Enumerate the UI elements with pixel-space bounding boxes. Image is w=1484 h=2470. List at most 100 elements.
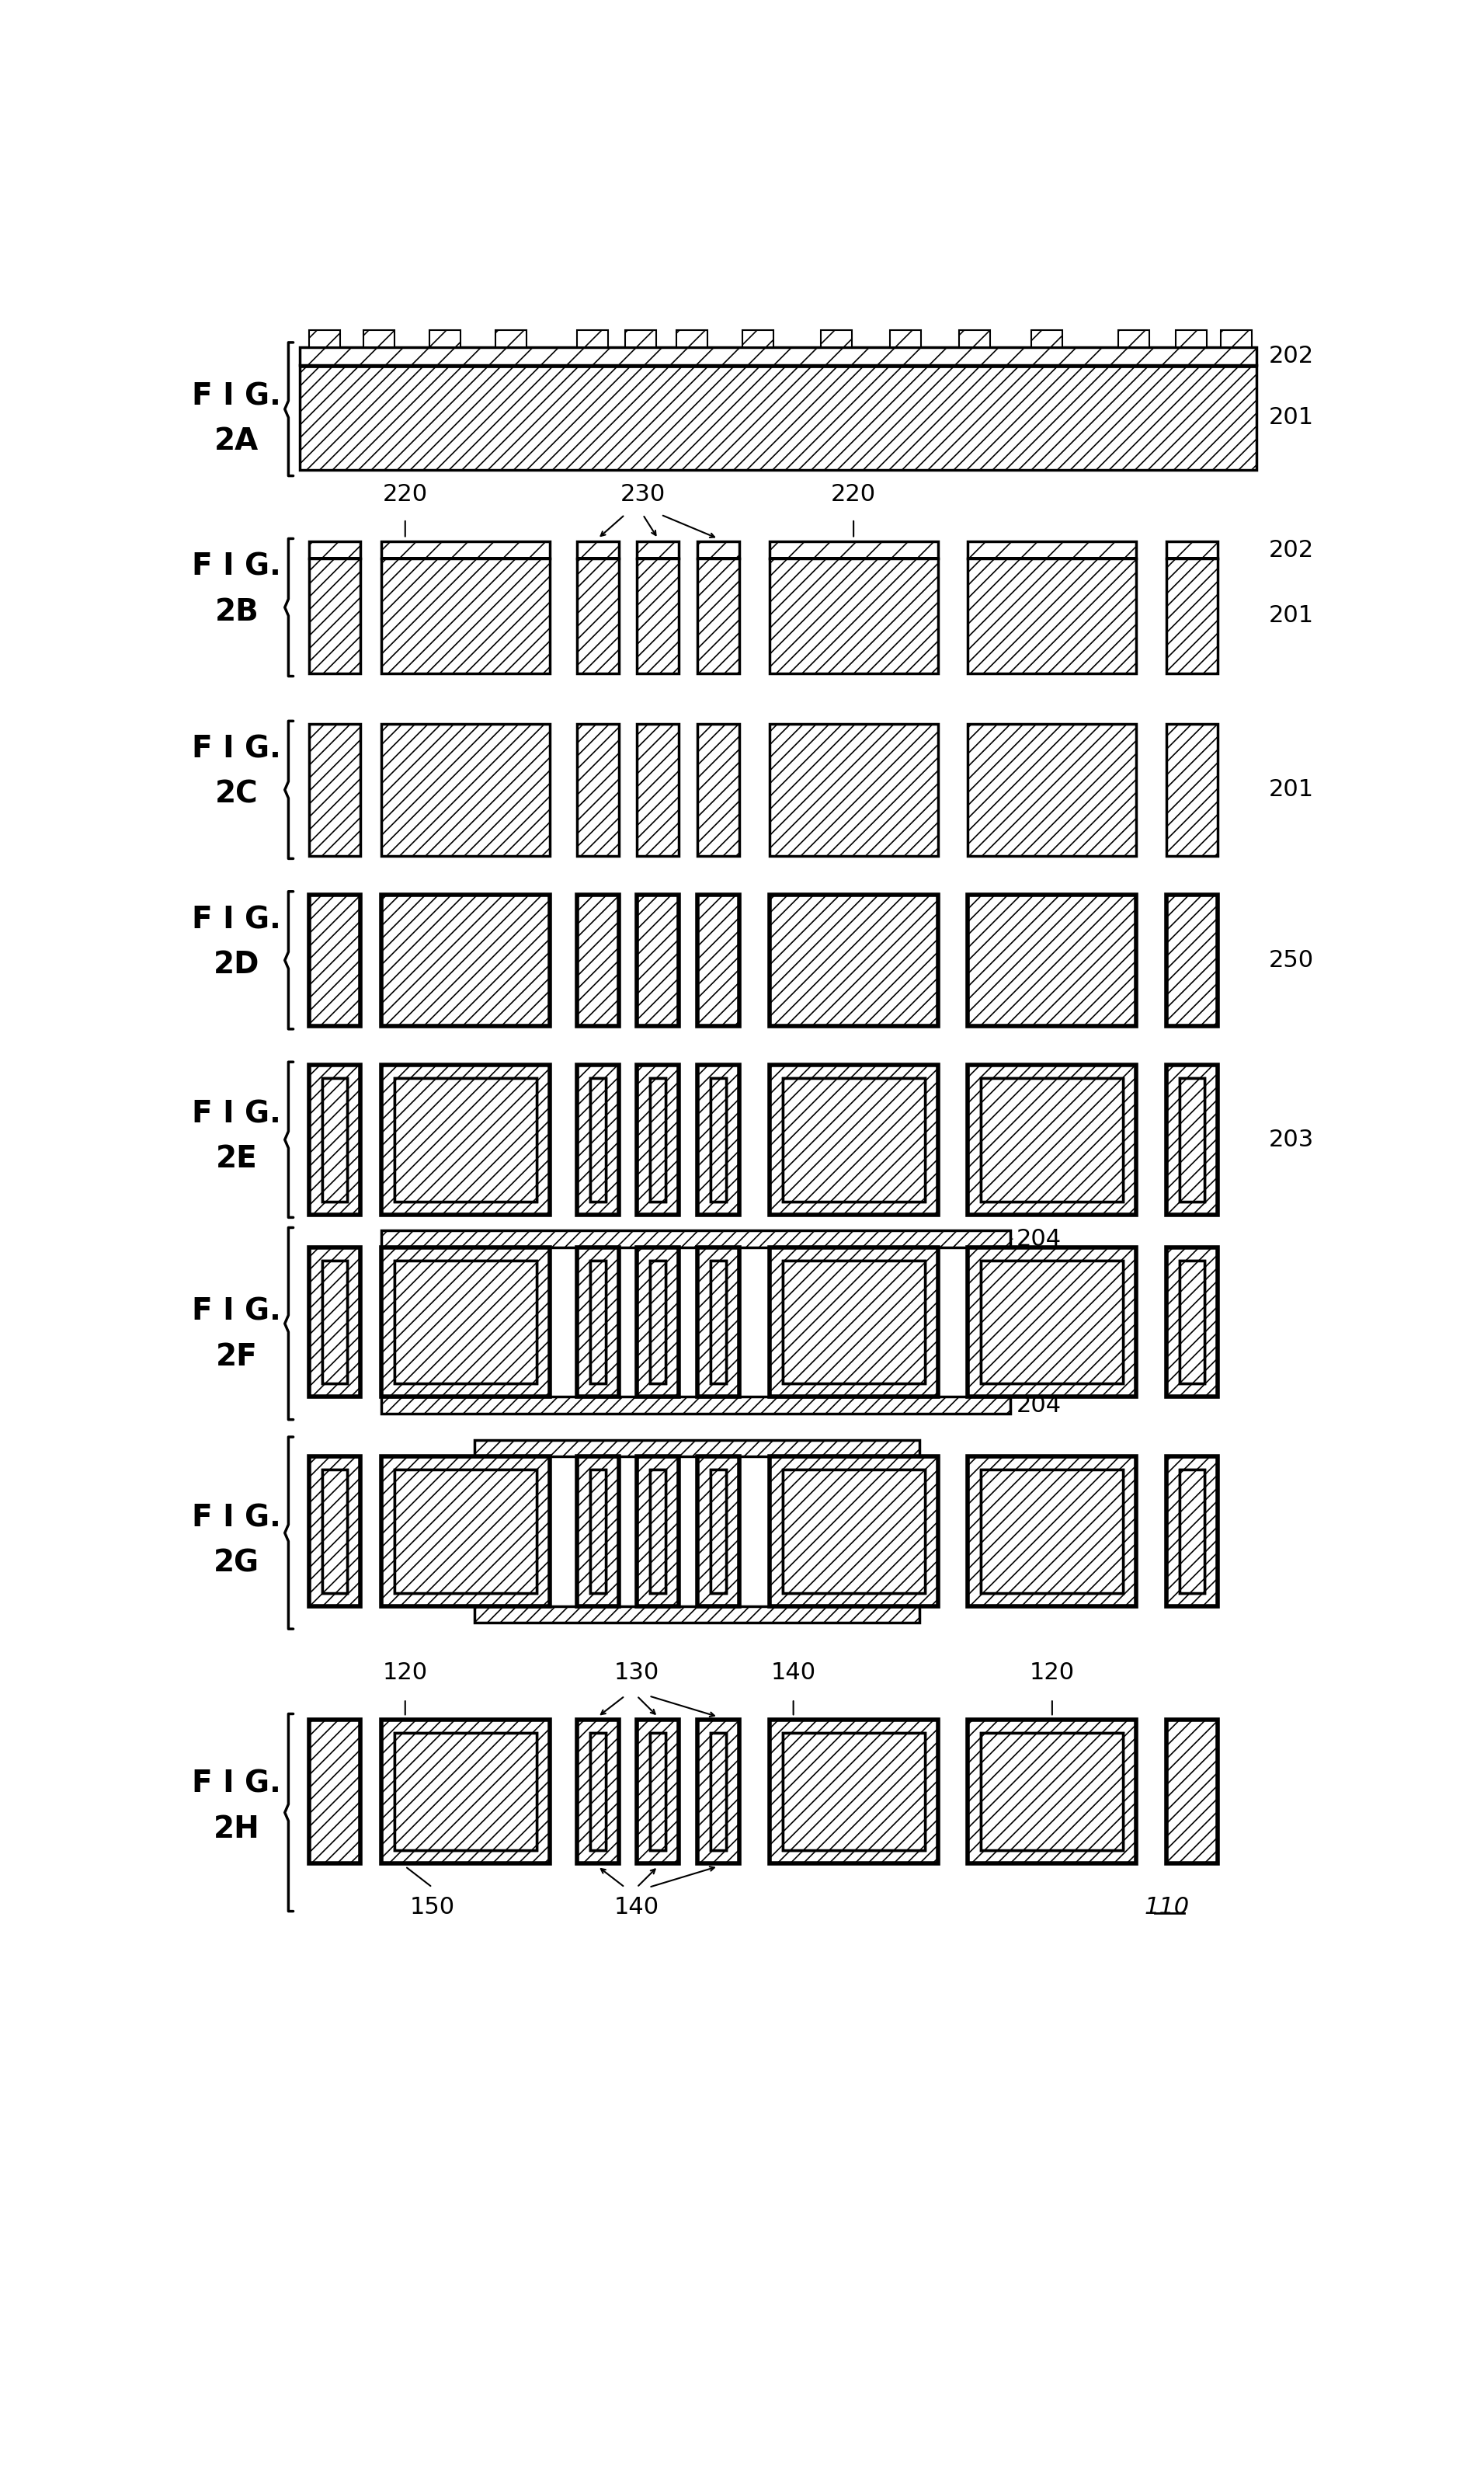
Text: F I G.: F I G. bbox=[191, 553, 282, 580]
Bar bbox=[782, 1734, 925, 1850]
Bar bbox=[782, 1260, 925, 1383]
Bar bbox=[1180, 1470, 1205, 1593]
Text: 2H: 2H bbox=[214, 1815, 260, 1843]
Bar bbox=[381, 541, 549, 558]
Bar bbox=[981, 1734, 1123, 1850]
Bar bbox=[1180, 1077, 1205, 1200]
Text: 250: 250 bbox=[1269, 948, 1313, 971]
Bar bbox=[981, 1470, 1123, 1593]
Text: 204: 204 bbox=[1017, 1393, 1061, 1415]
Bar bbox=[782, 1470, 925, 1593]
Text: F I G.: F I G. bbox=[191, 383, 282, 410]
Text: 2D: 2D bbox=[214, 951, 260, 981]
Bar bbox=[577, 1065, 619, 1215]
Bar bbox=[591, 1470, 605, 1593]
Bar bbox=[381, 724, 549, 855]
Bar bbox=[381, 1398, 1011, 1413]
Bar bbox=[381, 556, 549, 561]
Bar bbox=[968, 558, 1137, 674]
Bar bbox=[782, 1260, 925, 1383]
Bar bbox=[309, 1719, 361, 1862]
Bar bbox=[697, 1719, 739, 1862]
Bar bbox=[782, 1077, 925, 1200]
Bar bbox=[1180, 1260, 1205, 1383]
Bar bbox=[711, 1470, 726, 1593]
Bar bbox=[300, 366, 1257, 469]
Bar bbox=[322, 1077, 347, 1200]
Bar bbox=[309, 556, 361, 561]
Text: 140: 140 bbox=[614, 1897, 659, 1919]
Bar bbox=[769, 556, 938, 561]
Bar bbox=[968, 894, 1137, 1025]
Bar bbox=[769, 541, 938, 558]
Bar bbox=[769, 724, 938, 855]
Bar bbox=[1119, 331, 1150, 348]
Bar bbox=[769, 1457, 938, 1606]
Text: 150: 150 bbox=[410, 1897, 454, 1919]
Text: F I G.: F I G. bbox=[191, 1297, 282, 1326]
Bar bbox=[577, 558, 619, 674]
Bar bbox=[711, 1260, 726, 1383]
Text: 201: 201 bbox=[1269, 605, 1313, 627]
Bar bbox=[577, 724, 619, 855]
Bar bbox=[309, 1457, 361, 1606]
Bar bbox=[381, 1457, 549, 1606]
Bar bbox=[322, 1260, 347, 1383]
Text: 140: 140 bbox=[770, 1662, 816, 1685]
Bar bbox=[697, 541, 739, 558]
Bar bbox=[697, 1065, 739, 1215]
Bar bbox=[650, 1077, 666, 1200]
Bar bbox=[591, 1470, 605, 1593]
Bar bbox=[591, 1260, 605, 1383]
Bar bbox=[395, 1077, 536, 1200]
Text: 201: 201 bbox=[1269, 405, 1313, 430]
Bar bbox=[637, 894, 680, 1025]
Bar bbox=[322, 1470, 347, 1593]
Bar bbox=[637, 724, 680, 855]
Bar bbox=[637, 1247, 680, 1398]
Bar bbox=[782, 1470, 925, 1593]
Bar bbox=[1166, 1065, 1218, 1215]
Bar bbox=[309, 894, 361, 1025]
Bar bbox=[395, 1077, 536, 1200]
Bar bbox=[1180, 1260, 1205, 1383]
Bar bbox=[591, 1260, 605, 1383]
Bar bbox=[475, 1606, 920, 1623]
Bar bbox=[1166, 894, 1218, 1025]
Bar bbox=[309, 558, 361, 674]
Bar bbox=[697, 1247, 739, 1398]
Bar bbox=[697, 558, 739, 674]
Bar bbox=[697, 724, 739, 855]
Text: 202: 202 bbox=[1269, 346, 1313, 368]
Bar bbox=[1180, 1077, 1205, 1200]
Bar bbox=[650, 1734, 666, 1850]
Bar bbox=[1166, 541, 1218, 558]
Bar bbox=[577, 1719, 619, 1862]
Bar bbox=[711, 1734, 726, 1850]
Bar bbox=[711, 1077, 726, 1200]
Bar bbox=[1166, 1457, 1218, 1606]
Bar bbox=[981, 1260, 1123, 1383]
Bar bbox=[309, 1065, 361, 1215]
Bar bbox=[309, 541, 361, 558]
Text: 202: 202 bbox=[1269, 538, 1313, 561]
Bar bbox=[381, 894, 549, 1025]
Bar bbox=[981, 1077, 1123, 1200]
Bar bbox=[381, 1065, 549, 1215]
Text: 220: 220 bbox=[831, 484, 876, 506]
Bar bbox=[711, 1470, 726, 1593]
Bar bbox=[381, 1230, 1011, 1247]
Text: 130: 130 bbox=[614, 1662, 659, 1685]
Text: F I G.: F I G. bbox=[191, 904, 282, 934]
Bar bbox=[496, 331, 527, 348]
Text: 120: 120 bbox=[383, 1662, 427, 1685]
Text: 204: 204 bbox=[1017, 1228, 1061, 1250]
Bar bbox=[309, 1247, 361, 1398]
Bar bbox=[650, 1077, 666, 1200]
Bar bbox=[577, 1247, 619, 1398]
Bar bbox=[697, 894, 739, 1025]
Bar bbox=[637, 1065, 680, 1215]
Bar bbox=[968, 1457, 1137, 1606]
Bar bbox=[968, 1247, 1137, 1398]
Bar bbox=[395, 1260, 536, 1383]
